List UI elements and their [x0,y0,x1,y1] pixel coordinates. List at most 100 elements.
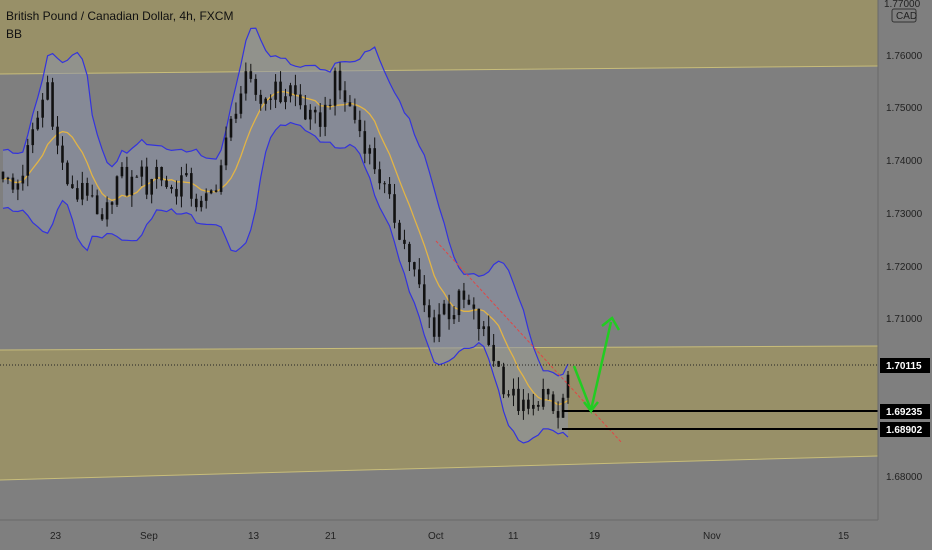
candle-body [313,109,317,113]
price-tag-level-2[interactable] [880,422,930,437]
candle-body [80,182,84,200]
candle-body [61,145,64,163]
candle-body [541,389,545,407]
candle-body [41,99,44,118]
candle-body [338,70,342,91]
candle-body [413,262,416,270]
candle-body [239,93,243,114]
candle-body [1,171,5,180]
candle-body [224,137,228,166]
price-axis[interactable] [878,0,932,550]
candle-body [155,166,158,180]
candle-body [323,104,327,127]
candle-body [487,326,491,345]
currency-badge-label: CAD [896,11,917,22]
upper-zone[interactable] [0,0,878,74]
candle-body [418,269,421,285]
candle-body [110,202,114,205]
currency-badge[interactable] [891,8,917,23]
candle-body [175,188,178,197]
y-tick-4: 1.74000 [886,156,923,167]
candle-body [556,411,560,418]
candle-body [442,303,446,315]
candle-body [308,109,312,120]
candle-body [497,361,500,367]
candle-body [66,162,69,185]
indicator-label[interactable]: BB [6,27,23,41]
candle-body [16,183,20,190]
candle-body [125,166,129,196]
candle-body [527,399,530,409]
candle-body [31,129,35,146]
candle-body [249,71,253,79]
trendline[interactable] [435,240,623,444]
candle-body [532,404,535,409]
candle-body [398,222,401,240]
candle-body [85,182,89,196]
candle-body [492,344,495,362]
candle-body [71,184,74,189]
candle-body [447,303,451,320]
y-tick-2: 1.76000 [886,51,923,62]
candle-body [279,81,282,103]
candle-body [299,94,302,106]
time-axis[interactable] [0,520,878,550]
candle-body [373,148,377,170]
candle-body [284,96,287,103]
candle-body [115,176,119,205]
candle-body [561,397,565,418]
candle-body [462,290,466,300]
y-tick-6: 1.72000 [886,262,923,273]
candle-body [348,102,352,107]
x-tick-3: 13 [248,531,260,542]
candle-body [566,374,570,398]
x-tick-2: Sep [140,531,158,542]
upper-zone-edge [0,65,879,75]
candle-body [507,394,510,396]
y-tick-7: 1.71000 [886,314,923,325]
candle-body [46,82,49,100]
candle-body [467,299,471,305]
candle-body [150,179,153,195]
candle-body [328,104,332,106]
x-tick-1: 23 [50,531,62,542]
candle-body [546,389,550,395]
price-tag-level-1[interactable] [880,404,930,419]
candle-body [219,165,223,192]
x-tick-8: Nov [703,531,721,542]
candle-body [393,194,396,223]
price-tag-level-1-label: 1.69235 [886,407,923,418]
candle-body [358,119,362,132]
x-tick-4: 21 [325,531,337,542]
candle-body [204,193,208,201]
candle-body [244,71,248,94]
candle-body [229,118,233,138]
x-tick-9: 15 [838,531,850,542]
candle-body [289,85,292,97]
candle-body [145,166,149,195]
bb-lower-line[interactable] [2,121,569,444]
candle-body [254,78,258,95]
lower-zone[interactable] [0,346,878,480]
candle-body [551,394,555,412]
projection-arrowhead-low [583,401,599,414]
candle-body [522,399,525,412]
bb-upper-line[interactable] [2,27,569,377]
price-tag-current[interactable] [880,358,930,373]
y-tick-5: 1.73000 [886,209,923,220]
candle-body [452,315,456,320]
candle-body [135,176,139,178]
x-tick-5: Oct [428,531,444,542]
candle-body [502,366,505,395]
lower-zone-bottom-edge [0,455,879,481]
price-tag-level-2-label: 1.68902 [886,425,923,436]
candle-body [536,404,540,407]
candle-body [388,183,391,195]
candle-body [95,195,99,215]
candle-body [199,200,203,208]
candle-body [512,388,515,396]
candle-body [259,94,263,104]
candle-body [432,317,436,337]
candle-body [457,290,461,316]
